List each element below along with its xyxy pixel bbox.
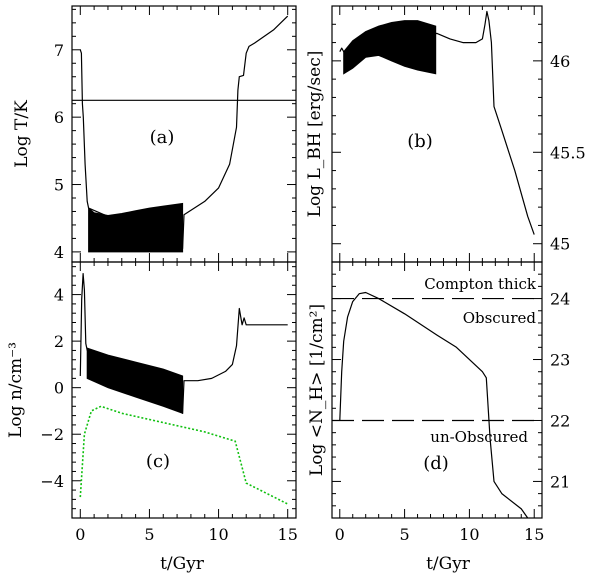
series-line [339,291,529,519]
annotation-un-obscured: un-Obscured [430,428,528,446]
series-line [79,273,288,414]
panel-c-ylabel: Log n/cm⁻³ [6,342,26,438]
panel-d-lines [339,291,529,519]
y-tick-label: 7 [54,41,64,60]
y-tick-label: 23 [550,351,570,370]
panel-b-ticks [332,5,542,263]
panel-d: 0 5 10 15 21 22 23 24 (d) Compton thick Obscure… [307,261,571,574]
x-tick-label: 15 [278,525,298,544]
panel-d-tick-labels: 0 5 10 15 21 22 23 24 [335,290,571,544]
panel-d-reference-lines [332,297,542,422]
panel-d-ylabel: Log <N_H> [1/cm²] [307,304,327,476]
y-tick-label: 4 [54,286,64,305]
panel-b-lines [339,10,535,235]
annotation-compton-thick: Compton thick [424,275,537,293]
panel-c: 0 5 10 15 −4 −2 0 2 4 (c) Log n/cm⁻³ t/Gyr [6,261,298,574]
panel-c-lines [79,273,289,505]
panel-b-bands [343,20,437,75]
panel-d-ticks [332,261,542,519]
y-tick-label: 0 [54,379,64,398]
panel-c-tick-labels: 0 5 10 15 −4 −2 0 2 4 [40,286,297,544]
y-tick-label: 45.5 [550,143,586,162]
y-tick-label: 6 [54,108,64,127]
series-line [79,15,289,250]
y-tick-label: 5 [54,176,64,195]
x-tick-label: 15 [524,525,544,544]
y-tick-label: 4 [54,243,64,262]
series-line [339,10,535,235]
series-line [79,405,289,505]
panel-d-xlabel: t/Gyr [426,554,471,574]
annotation-obscured: Obscured [463,309,537,327]
x-tick-label: 10 [208,525,228,544]
panel-d-label: (d) [423,453,449,474]
panel-b-ylabel: Log L_BH [erg/sec] [305,51,325,218]
y-tick-label: 2 [54,332,64,351]
panel-c-ticks [72,262,296,518]
y-tick-label: 46 [550,52,570,71]
panel-a-label: (a) [150,127,175,148]
x-tick-label: 5 [399,525,409,544]
x-tick-label: 0 [75,525,85,544]
y-tick-label: −4 [40,472,64,491]
oscillation-band [343,20,437,75]
x-tick-label: 0 [335,525,345,544]
y-tick-label: 22 [550,411,570,430]
y-tick-label: −2 [40,425,64,444]
panel-d-frame [331,261,543,519]
x-tick-label: 5 [144,525,154,544]
panel-b: 45 45.5 46 (b) Log L_BH [erg/sec] [305,5,586,263]
panel-a-ticks [72,6,296,262]
x-tick-label: 10 [459,525,479,544]
panel-c-xlabel: t/Gyr [160,554,205,574]
y-tick-label: 21 [550,472,570,491]
panel-c-label: (c) [146,451,170,472]
y-tick-label: 45 [550,235,570,254]
panel-a-tick-labels: 4 5 6 7 [54,41,64,262]
panel-b-tick-labels: 45 45.5 46 [550,52,586,254]
panel-a: 4 5 6 7 (a) Log T/K [12,5,297,263]
panel-c-frame [71,261,297,519]
panel-b-label: (b) [407,131,433,152]
panel-a-lines [79,15,289,250]
panel-a-ylabel: Log T/K [12,100,32,168]
y-tick-label: 24 [550,290,570,309]
